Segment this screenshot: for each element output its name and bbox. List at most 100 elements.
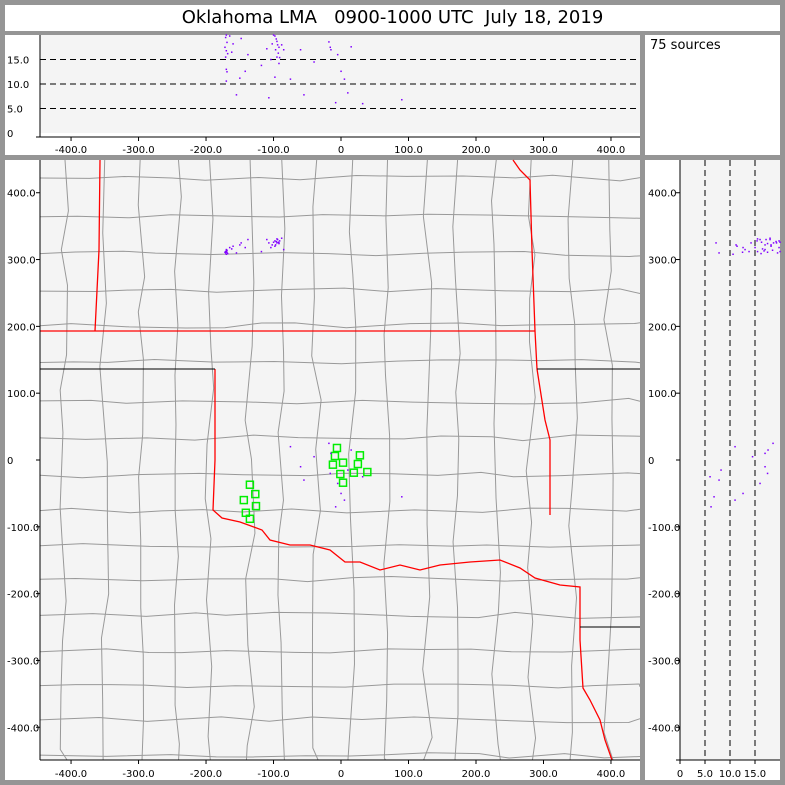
lma-station — [330, 451, 340, 461]
source-point-altitude — [336, 53, 339, 56]
source-point-ns — [736, 245, 738, 247]
source-point-ns — [778, 246, 780, 249]
source-point-plan — [270, 246, 272, 249]
source-point-plan — [275, 240, 278, 243]
source-point-plan — [276, 238, 278, 240]
source-point-altitude — [224, 36, 227, 39]
source-point-ns — [732, 253, 734, 256]
source-point-ns — [779, 250, 781, 253]
source-point-altitude — [303, 94, 305, 96]
source-point-altitude — [329, 46, 332, 49]
county-line — [525, 159, 537, 761]
source-point-altitude — [226, 71, 228, 73]
source-point-ns — [720, 469, 722, 471]
source-point-plan — [226, 251, 228, 254]
source-point-plan — [274, 244, 277, 246]
source-point-altitude — [225, 68, 228, 71]
source-point-altitude — [278, 62, 280, 65]
y-tick-label: -300.0 — [7, 656, 39, 667]
y-tick-label: 0 — [7, 456, 13, 467]
x-tick-label: 10.0 — [719, 769, 741, 780]
lma-station — [336, 469, 345, 479]
source-point-altitude — [299, 49, 302, 51]
county-line — [491, 159, 501, 761]
source-point-plan — [268, 242, 270, 244]
source-point-ns — [759, 482, 761, 485]
source-point-plan — [340, 492, 342, 495]
county-line — [244, 159, 256, 761]
x-tick-label: -200.0 — [190, 769, 222, 780]
x-tick-label: 100.0 — [394, 769, 423, 780]
source-point-ns — [764, 452, 766, 455]
x-tick-label: 0 — [677, 769, 683, 780]
source-point-ns — [763, 250, 765, 252]
source-point-ns — [766, 251, 769, 254]
source-point-plan — [247, 238, 249, 241]
source-point-ns — [764, 244, 766, 246]
source-point-altitude — [274, 49, 277, 51]
source-point-altitude — [224, 56, 227, 58]
y-tick-label: -100.0 — [7, 523, 39, 534]
source-point-altitude — [289, 78, 292, 80]
source-point-plan — [240, 242, 242, 244]
source-point-plan — [347, 469, 349, 471]
source-point-ns — [766, 242, 769, 245]
source-point-plan — [225, 248, 228, 251]
source-point-altitude — [347, 92, 349, 94]
state-border — [512, 159, 551, 515]
source-point-ns — [718, 479, 720, 481]
y-tick-label: 200.0 — [7, 322, 36, 333]
y-tick-label: -100.0 — [648, 523, 680, 534]
source-point-plan — [329, 472, 332, 475]
source-point-ns — [776, 252, 779, 254]
source-point-ns — [735, 244, 737, 246]
source-point-ns — [760, 252, 762, 255]
source-point-ns — [772, 242, 775, 244]
x-tick-label: -300.0 — [122, 145, 154, 156]
county-line — [39, 359, 641, 365]
county-line — [347, 159, 357, 761]
source-point-plan — [278, 240, 281, 242]
source-point-ns — [761, 248, 764, 250]
county-line — [204, 159, 215, 761]
county-line — [452, 159, 461, 761]
source-point-plan — [274, 240, 276, 242]
source-point-altitude — [270, 58, 272, 61]
x-tick-label: -400.0 — [55, 769, 87, 780]
county-line — [383, 159, 391, 761]
y-tick-label: -400.0 — [7, 723, 39, 734]
source-point-altitude — [260, 64, 263, 67]
source-point-altitude — [334, 101, 337, 104]
source-point-altitude — [266, 48, 268, 50]
source-count: 75 sources — [645, 35, 780, 155]
source-point-plan — [230, 248, 233, 250]
x-tick-label: -100.0 — [257, 769, 289, 780]
source-point-ns — [715, 242, 717, 244]
y-tick-label: 100.0 — [648, 389, 677, 400]
county-line — [311, 159, 322, 761]
county-line — [39, 576, 641, 583]
source-point-ns — [748, 250, 750, 253]
source-point-ns — [775, 242, 778, 244]
x-tick-label: -400.0 — [55, 145, 87, 156]
y-tick-label: 200.0 — [648, 322, 677, 333]
source-point-ns — [750, 242, 752, 244]
y-tick-label: 400.0 — [648, 189, 677, 200]
source-point-ns — [769, 237, 771, 239]
source-point-plan — [266, 238, 268, 241]
source-point-ns — [770, 245, 772, 247]
x-tick-label: -200.0 — [190, 145, 222, 156]
source-point-altitude — [226, 41, 228, 44]
source-point-altitude — [274, 35, 276, 37]
source-point-plan — [278, 242, 280, 244]
source-point-altitude — [271, 43, 273, 45]
source-point-plan — [282, 248, 285, 251]
source-point-ns — [770, 244, 772, 246]
x-tick-label: 100.0 — [394, 145, 423, 156]
y-tick-label: -300.0 — [648, 656, 680, 667]
county-line — [39, 648, 641, 654]
lma-station — [355, 451, 365, 460]
county-line — [39, 611, 641, 619]
source-point-ns — [766, 472, 769, 475]
